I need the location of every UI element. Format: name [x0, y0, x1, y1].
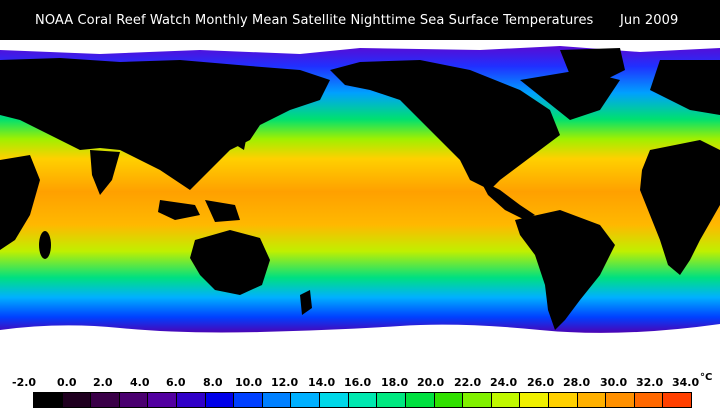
color-swatch	[377, 393, 406, 407]
legend-tick: 20.0	[417, 376, 445, 389]
color-bar	[33, 392, 692, 408]
sst-map	[0, 40, 720, 370]
color-swatch	[463, 393, 492, 407]
color-swatch	[405, 393, 435, 407]
title-bar: NOAA Coral Reef Watch Monthly Mean Satel…	[0, 0, 720, 40]
legend-tick: 34.0	[672, 376, 700, 389]
legend-tick: 10.0	[235, 376, 263, 389]
land	[0, 48, 720, 330]
legend-tick: 28.0	[563, 376, 591, 389]
color-swatch	[491, 393, 521, 407]
color-swatch	[663, 393, 692, 407]
legend-tick: 22.0	[454, 376, 482, 389]
color-swatch	[434, 393, 464, 407]
legend-tick: 26.0	[527, 376, 555, 389]
color-swatch	[348, 393, 378, 407]
color-swatch	[234, 393, 263, 407]
legend-tick: 32.0	[636, 376, 664, 389]
color-swatch	[606, 393, 635, 407]
color-swatch	[148, 393, 178, 407]
color-swatch	[548, 393, 578, 407]
legend-unit: °C	[700, 372, 713, 383]
color-swatch	[634, 393, 664, 407]
color-swatch	[320, 393, 349, 407]
legend-tick: 30.0	[600, 376, 628, 389]
color-legend: -2.0 0.0 2.0 4.0 6.0 8.0 10.0 12.0 14.0 …	[0, 370, 720, 411]
color-swatch	[34, 393, 63, 407]
color-swatch	[262, 393, 292, 407]
color-swatch	[119, 393, 149, 407]
legend-tick: 18.0	[381, 376, 409, 389]
legend-tick: 4.0	[130, 376, 150, 389]
legend-tick: 2.0	[93, 376, 113, 389]
legend-tick: 16.0	[344, 376, 372, 389]
legend-tick: 6.0	[166, 376, 186, 389]
sea-ice	[0, 40, 720, 370]
legend-tick: 14.0	[308, 376, 336, 389]
color-swatch	[291, 393, 321, 407]
legend-tick: 24.0	[490, 376, 518, 389]
color-swatch	[520, 393, 549, 407]
color-swatch	[577, 393, 607, 407]
color-swatch	[91, 393, 120, 407]
legend-tick: -2.0	[12, 376, 37, 389]
legend-tick: 12.0	[271, 376, 299, 389]
legend-tick: 0.0	[57, 376, 77, 389]
legend-tick: 8.0	[203, 376, 223, 389]
color-swatch	[62, 393, 92, 407]
color-swatch	[205, 393, 235, 407]
map-date: Jun 2009	[620, 13, 679, 28]
map-title: NOAA Coral Reef Watch Monthly Mean Satel…	[35, 13, 594, 28]
color-swatch	[177, 393, 206, 407]
